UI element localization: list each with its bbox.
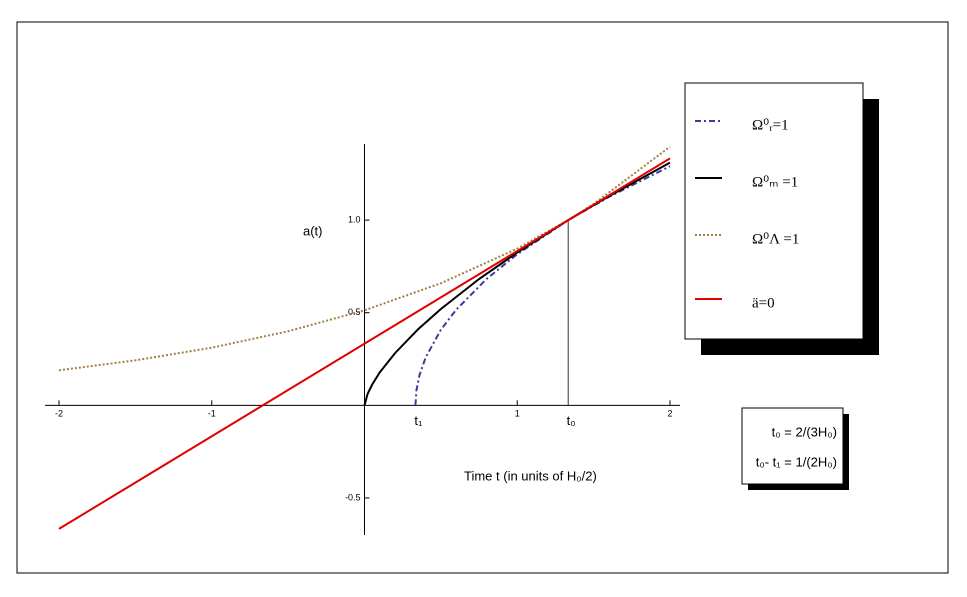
info-text: t₀ = 2/(3H₀) [772, 424, 837, 439]
legend [684, 82, 864, 340]
series-line [58, 157, 671, 530]
legend-label: ä=0 [752, 295, 775, 311]
annotation: t₀ [567, 413, 576, 428]
x-tick-label: -2 [55, 409, 63, 419]
x-axis-label: Time t (in units of H₀/2) [464, 468, 597, 483]
y-tick-label: 1.0 [348, 214, 361, 224]
legend-label: Ω⁰ᵣ=1 [752, 117, 789, 133]
legend-label: Ω⁰ₘ =1 [752, 174, 798, 190]
series-line [58, 145, 671, 372]
x-tick-label: 2 [667, 409, 672, 419]
info-text: t₀- t₁ = 1/(2H₀) [756, 454, 837, 469]
y-axis-label: a(t) [303, 223, 323, 238]
info-box [741, 407, 844, 485]
annotation: t₁ [414, 413, 423, 428]
x-tick-label: -1 [208, 409, 216, 419]
x-tick-label: 1 [515, 409, 520, 419]
y-tick-label: -0.5 [345, 492, 361, 502]
legend-label: Ω⁰Λ =1 [752, 231, 799, 247]
